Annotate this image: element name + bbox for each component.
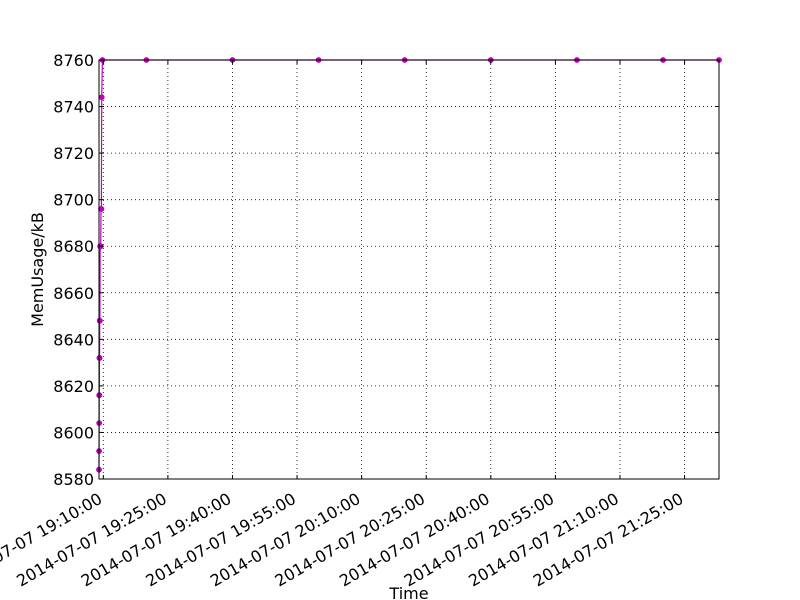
series-line-0 (98, 59, 719, 470)
grid-lines (99, 59, 719, 480)
y-tick-label: 8640 (53, 330, 94, 349)
y-axis-ticks: 8580 8600 8620 8640 8660 8680 8700 8720 8740 8760 (53, 51, 719, 489)
y-tick-label: 8760 (53, 51, 94, 70)
series-layer (96, 57, 722, 473)
y-tick-label: 8580 (53, 470, 94, 489)
y-tick-label: 8700 (53, 191, 94, 210)
plot-area-frame (98, 59, 720, 480)
y-tick-label: 8620 (53, 377, 94, 396)
data-point (96, 355, 103, 361)
y-axis-label: MemUsage/kB (28, 212, 47, 327)
y-tick-label: 8740 (53, 98, 94, 117)
y-tick-label: 8720 (53, 144, 94, 163)
data-point (96, 317, 103, 324)
x-axis-label: Time (388, 584, 428, 600)
y-tick-label: 8660 (53, 284, 94, 303)
y-tick-label: 8600 (53, 423, 94, 442)
data-point (98, 94, 105, 101)
data-point (98, 206, 105, 212)
y-tick-label: 8680 (53, 237, 94, 256)
